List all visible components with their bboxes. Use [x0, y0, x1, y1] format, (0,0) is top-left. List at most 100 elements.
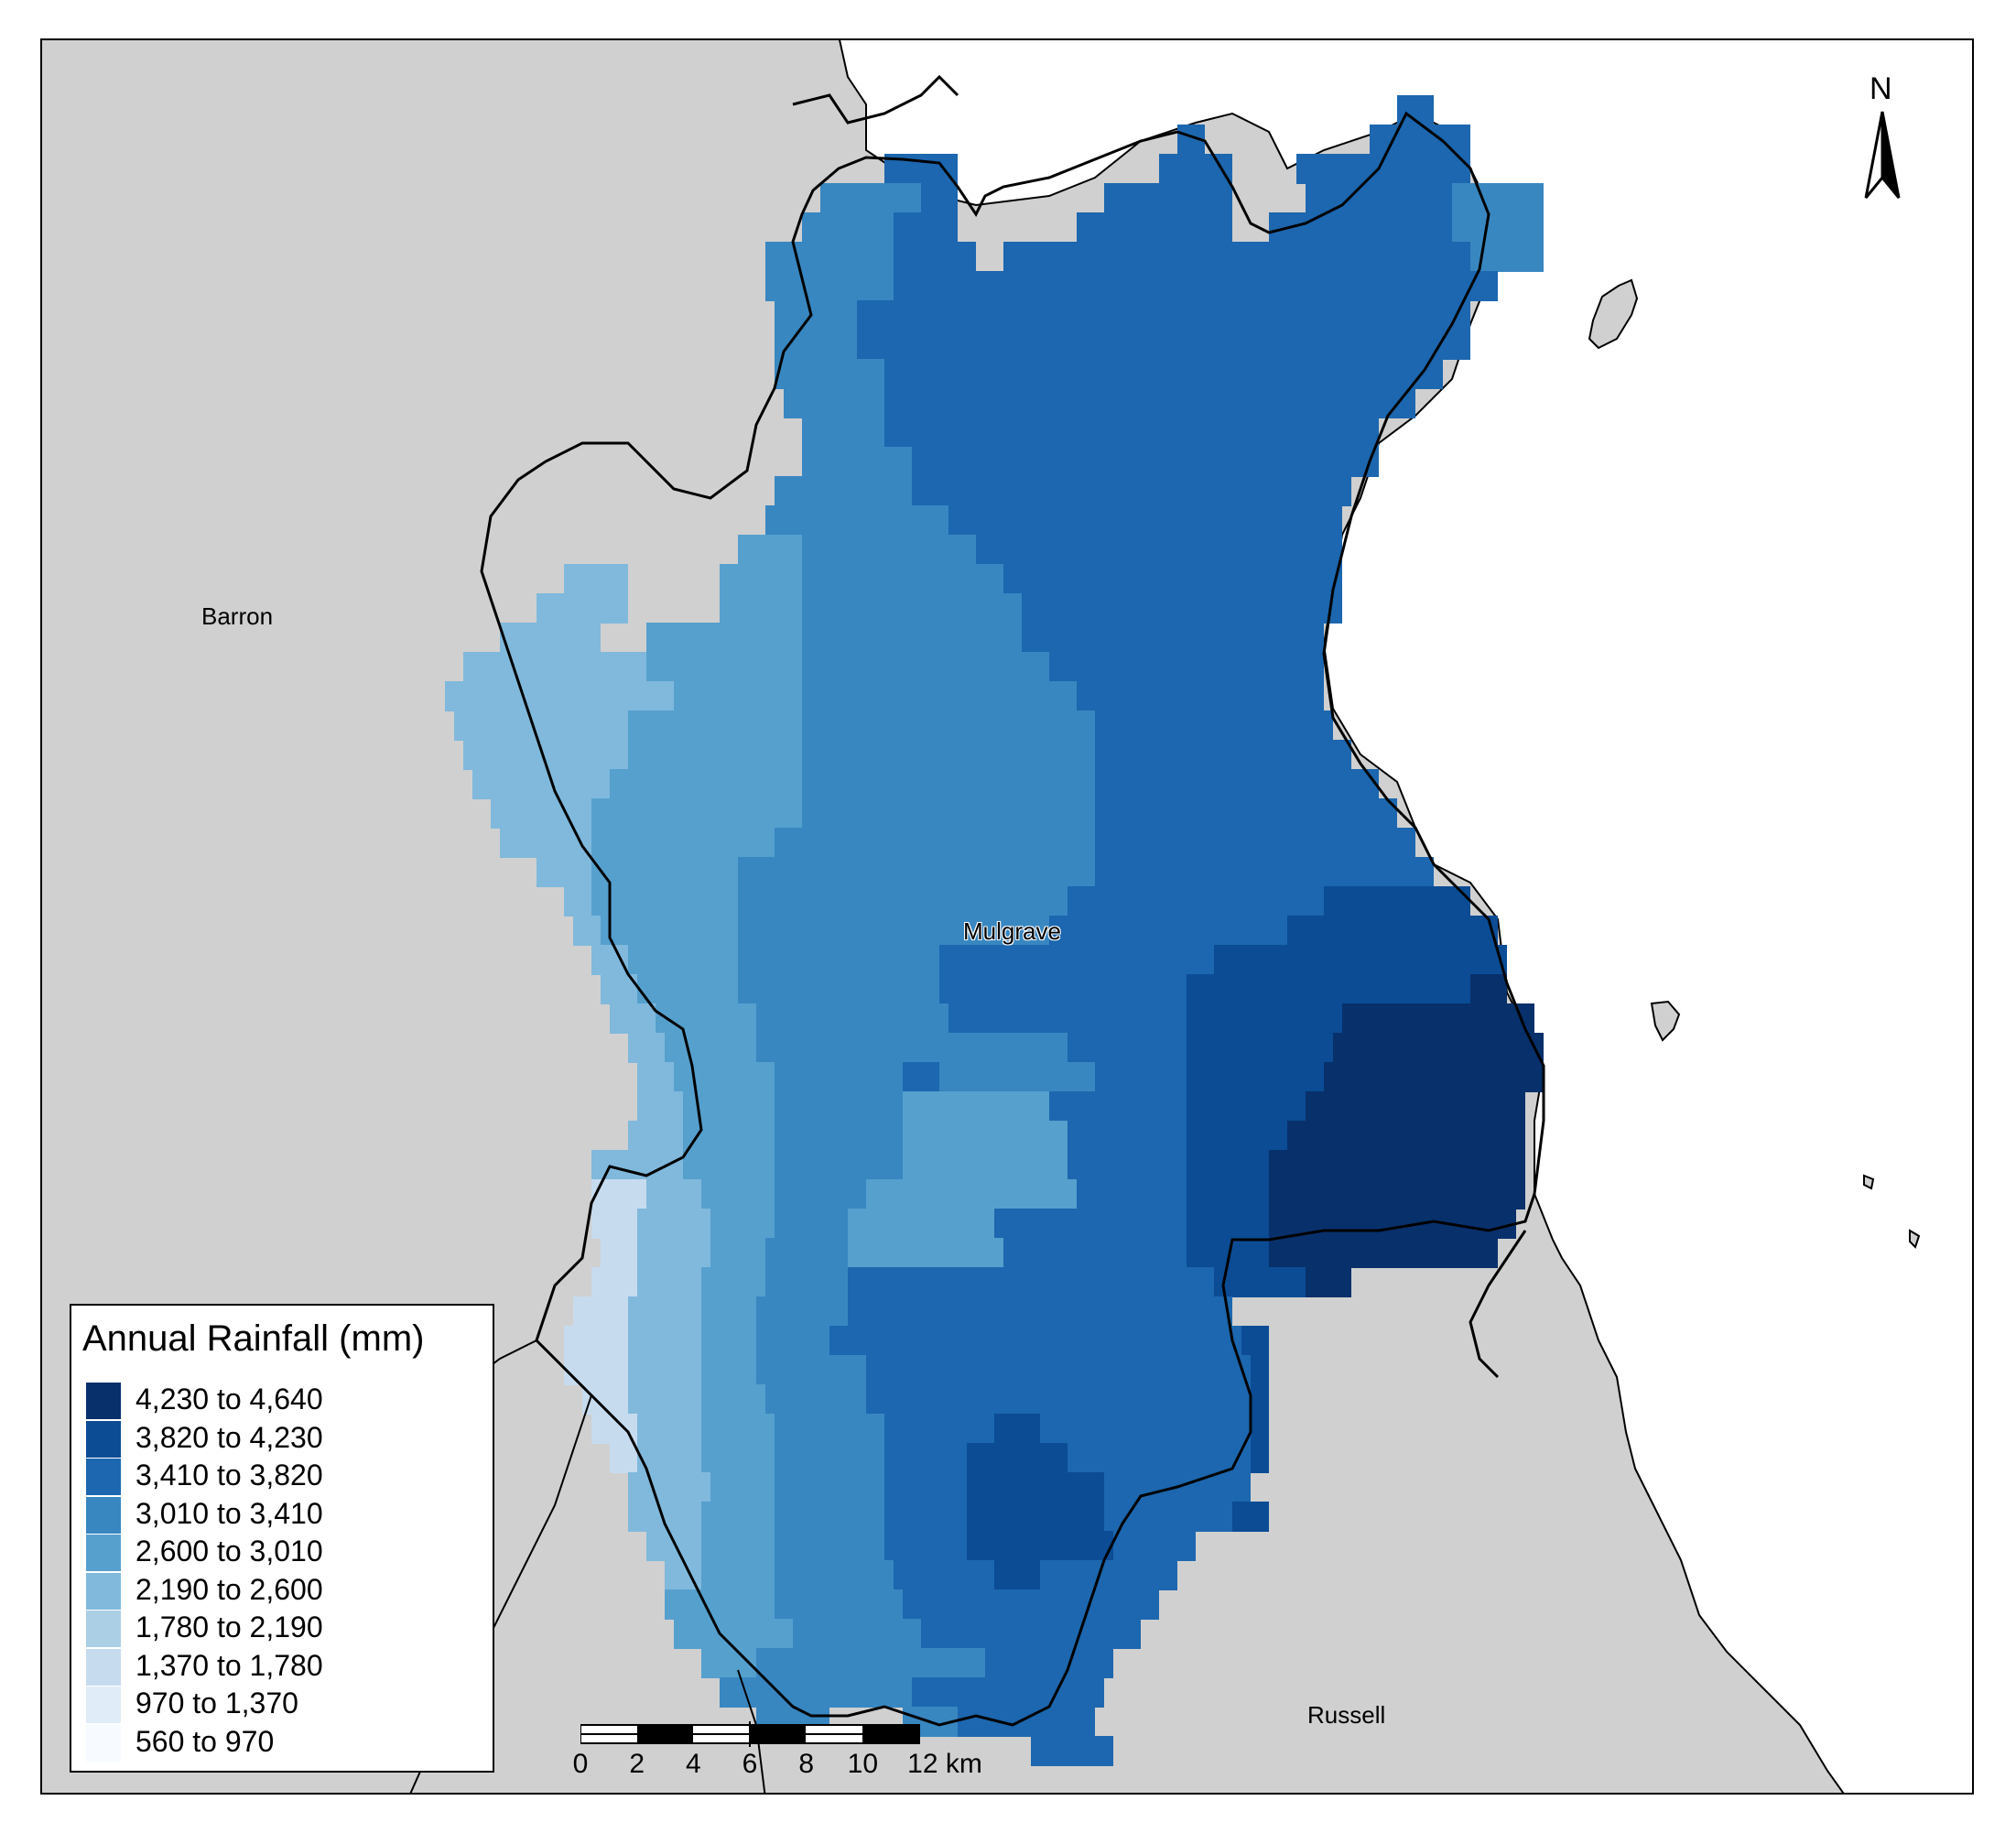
rainfall-cell: [628, 1033, 665, 1063]
place-label-mulgrave: Mulgrave: [963, 917, 1061, 945]
rainfall-cell: [1077, 681, 1324, 711]
rainfall-cell: [765, 1384, 866, 1415]
rainfall-cell: [884, 359, 1443, 389]
rainfall-cell: [628, 740, 802, 770]
rainfall-cell: [1251, 1443, 1269, 1473]
rainfall-cell: [564, 1326, 628, 1356]
rainfall-cell: [1104, 1502, 1232, 1532]
legend-item: 1,780 to 2,190: [86, 1609, 480, 1647]
rainfall-cell: [738, 945, 939, 975]
rainfall-cell: [454, 710, 628, 741]
rainfall-cell: [1187, 974, 1470, 1004]
rainfall-cell: [472, 769, 610, 799]
rainfall-cell: [564, 564, 628, 594]
rainfall-cell: [921, 1619, 1141, 1649]
rainfall-cell: [564, 1355, 628, 1385]
rainfall-cell: [994, 1209, 1187, 1239]
rainfall-cell: [1324, 886, 1470, 916]
rainfall-cell: [903, 1091, 1049, 1122]
rainfall-cell: [765, 1267, 848, 1297]
rainfall-cell: [775, 330, 857, 360]
rainfall-cell: [1095, 857, 1434, 887]
catchment-boundary: [480, 111, 1545, 1727]
rainfall-cell: [1022, 593, 1342, 624]
rainfall-cell: [646, 623, 802, 653]
rainfall-cell: [802, 623, 1022, 653]
rainfall-cell: [637, 974, 738, 1004]
rainfall-cell: [701, 1179, 775, 1209]
scale-tick-label: 4: [685, 1749, 701, 1779]
rainfall-cell: [1287, 916, 1498, 946]
rainfall-cell: [1187, 1062, 1324, 1092]
rainfall-cell: [775, 359, 884, 389]
rainfall-cell: [857, 300, 1470, 331]
rainfall-cell: [1342, 1003, 1534, 1034]
scale-tick-label: 6: [742, 1749, 758, 1779]
legend-label: 1,780 to 2,190: [135, 1611, 323, 1643]
rainfall-cell: [720, 1589, 775, 1620]
rainfall-cell: [857, 330, 1470, 360]
rainfall-cell: [775, 828, 1095, 858]
legend-title: Annual Rainfall (mm): [82, 1318, 425, 1359]
rainfall-cell: [1232, 1502, 1269, 1532]
rainfall-cell: [1095, 798, 1397, 829]
legend-item: 3,820 to 4,230: [86, 1419, 480, 1458]
rainfall-cell: [674, 681, 802, 711]
rainfall-cell: [637, 1238, 710, 1268]
rainfall-cell: [903, 1062, 939, 1092]
rainfall-cell: [894, 242, 976, 272]
rainfall-cell: [628, 945, 738, 975]
rainfall-cell: [1214, 1267, 1306, 1297]
rainfall-cell: [1306, 1091, 1525, 1122]
rainfall-cell: [884, 388, 1415, 418]
north-arrow-icon: [1864, 111, 1901, 199]
rainfall-cell: [884, 1502, 967, 1532]
legend-item: 2,600 to 3,010: [86, 1533, 480, 1571]
rainfall-cell: [1049, 652, 1324, 682]
rainfall-cell: [1095, 710, 1333, 741]
rainfall-cell: [894, 212, 958, 243]
rainfall-cell: [802, 652, 1049, 682]
rainfall-cell: [985, 1648, 1113, 1678]
rainfall-cell: [765, 242, 894, 272]
rainfall-cell: [802, 535, 976, 565]
rainfall-cell: [1077, 1179, 1187, 1209]
rainfall-cell: [674, 1062, 775, 1092]
rainfall-cell: [775, 300, 857, 331]
rainfall-cell: [701, 1443, 775, 1473]
rainfall-cell: [756, 1355, 866, 1385]
rainfall-cell: [939, 1062, 1095, 1092]
rainfall-cell: [701, 1384, 765, 1415]
rainfall-cell: [1470, 271, 1498, 301]
rainfall-cell: [1370, 125, 1470, 155]
rainfall-cell: [765, 271, 894, 301]
rainfall-cell: [1068, 1150, 1187, 1180]
legend-label: 3,820 to 4,230: [135, 1420, 323, 1454]
rainfall-cell: [628, 1296, 701, 1327]
rainfall-cell: [1306, 183, 1452, 213]
rainfall-cell: [1470, 974, 1507, 1004]
rainfall-cell: [637, 1209, 710, 1239]
rainfall-cell: [500, 828, 591, 858]
rainfall-cell: [628, 1472, 665, 1502]
rainfall-cell: [701, 1414, 775, 1444]
rainfall-cell: [884, 418, 1379, 448]
rainfall-cell: [802, 212, 894, 243]
rainfall-cell: [1022, 623, 1324, 653]
rainfall-cell: [775, 1121, 903, 1151]
rainfall-cell: [775, 1209, 848, 1239]
rainfall-cell: [1251, 1384, 1269, 1415]
rainfall-cell: [1269, 212, 1452, 243]
rainfall-cell: [1251, 1414, 1269, 1444]
rainfall-cell: [775, 1091, 903, 1122]
rainfall-cell: [1095, 828, 1415, 858]
rainfall-cell: [866, 1179, 1077, 1209]
legend-item: 1,370 to 1,780: [86, 1647, 480, 1686]
rainfall-cell: [701, 1296, 756, 1327]
rainfall-cell: [1068, 886, 1324, 916]
rainfall-cell: [1031, 1736, 1113, 1766]
rainfall-cell: [894, 271, 1470, 301]
rainfall-cell: [646, 1179, 701, 1209]
rainfall-cell: [884, 1531, 967, 1561]
rainfall-cell: [967, 1472, 1104, 1502]
